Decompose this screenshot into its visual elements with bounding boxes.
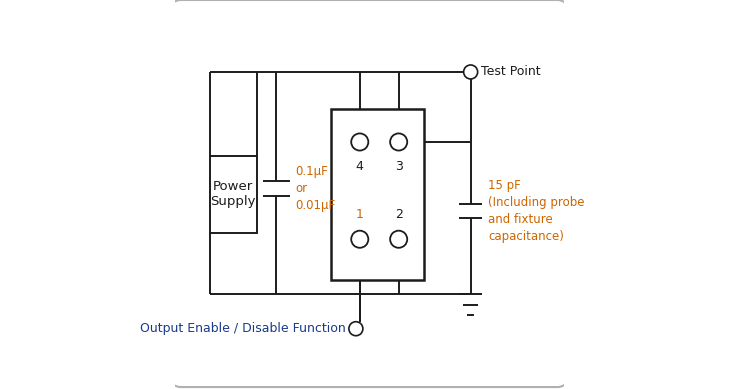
Text: 15 pF
(Including probe
and fixture
capacitance): 15 pF (Including probe and fixture capac…: [488, 179, 585, 243]
Text: 4: 4: [356, 160, 364, 173]
Circle shape: [463, 65, 477, 79]
Text: 2: 2: [395, 208, 403, 221]
Circle shape: [390, 231, 407, 248]
Text: Test Point: Test Point: [481, 65, 541, 79]
Text: 3: 3: [395, 160, 403, 173]
Circle shape: [351, 231, 368, 248]
Circle shape: [390, 133, 407, 151]
Bar: [210, 156, 256, 233]
Text: Output Enable / Disable Function: Output Enable / Disable Function: [140, 322, 346, 335]
Circle shape: [349, 322, 363, 336]
Text: Power
Supply: Power Supply: [211, 180, 256, 209]
Circle shape: [351, 133, 368, 151]
Text: 0.1μF
or
0.01μF: 0.1μF or 0.01μF: [296, 165, 336, 212]
FancyBboxPatch shape: [171, 0, 567, 387]
Text: 1: 1: [356, 208, 364, 221]
Bar: [330, 109, 424, 280]
